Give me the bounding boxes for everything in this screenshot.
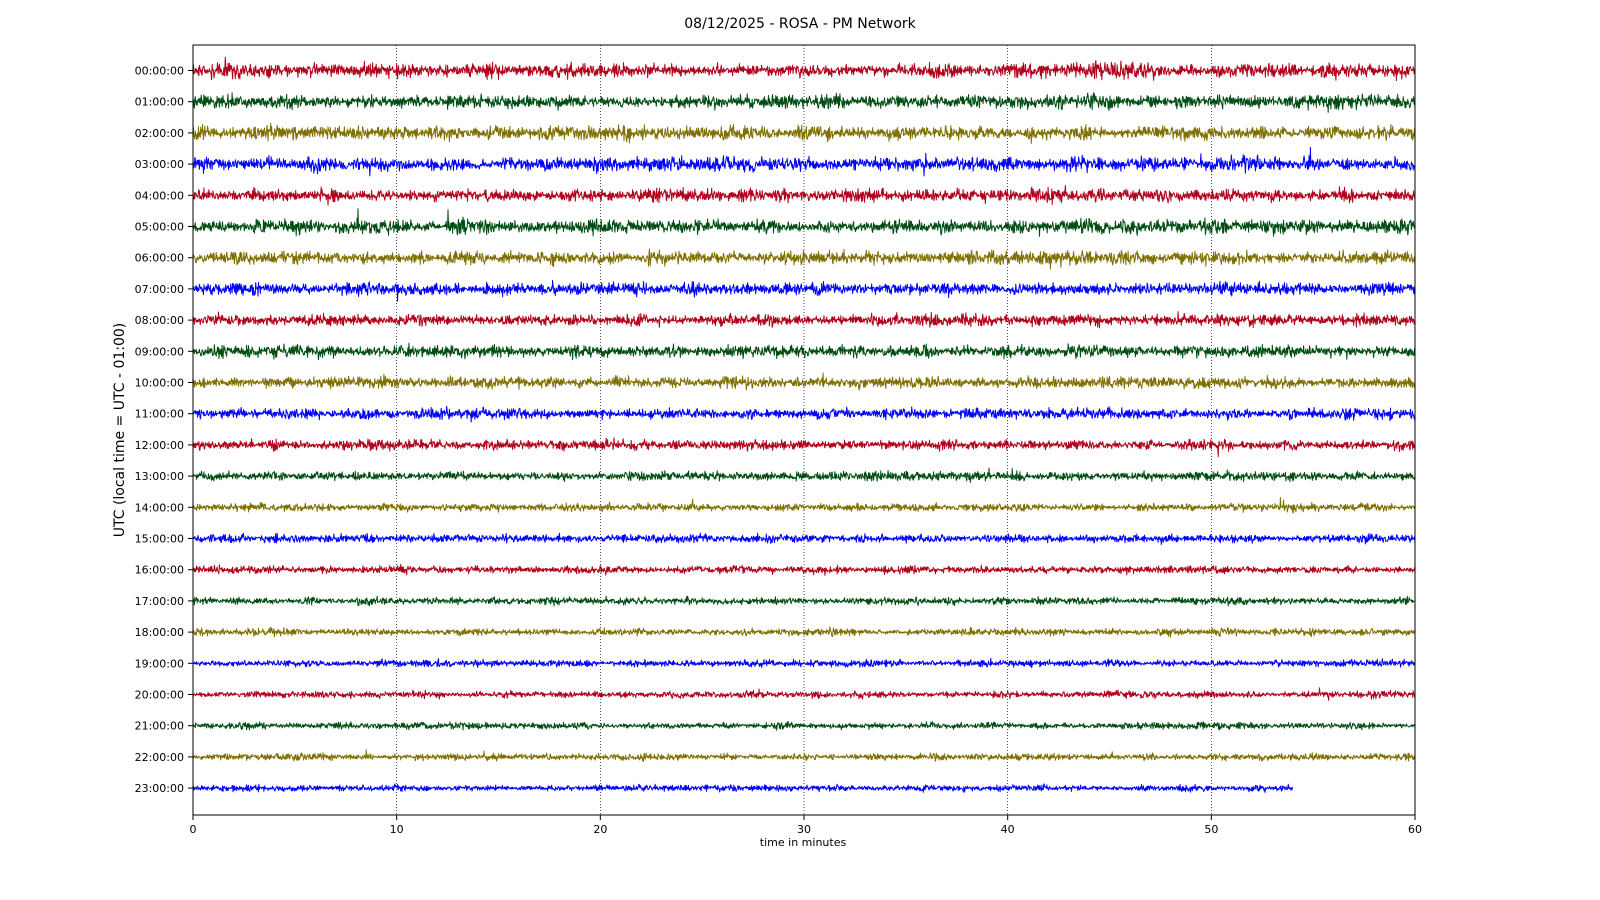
- row-label-050000: 05:00:00: [135, 221, 184, 234]
- seismic-traces: [192, 56, 1416, 793]
- row-label-090000: 09:00:00: [135, 345, 184, 358]
- chart-title: 08/12/2025 - ROSA - PM Network: [684, 16, 916, 32]
- x-tick-label: 0: [190, 823, 197, 836]
- row-labels: 00:00:00 01:00:00 02:00:00 03:00:00 04:00:00…: [135, 65, 193, 795]
- row-label-130000: 13:00:00: [135, 470, 184, 483]
- trace-030000: [192, 146, 1416, 177]
- trace-050000: [192, 208, 1416, 237]
- plot-frame: [192, 44, 1416, 816]
- row-label-120000: 12:00:00: [135, 439, 184, 452]
- row-label-210000: 21:00:00: [135, 720, 184, 733]
- row-label-010000: 01:00:00: [135, 96, 184, 109]
- trace-090000: [192, 342, 1416, 361]
- trace-180000: [192, 626, 1416, 638]
- trace-160000: [192, 563, 1416, 576]
- row-label-100000: 10:00:00: [135, 377, 184, 390]
- trace-190000: [192, 657, 1416, 669]
- row-label-020000: 02:00:00: [135, 127, 184, 140]
- trace-200000: [192, 687, 1416, 701]
- trace-040000: [193, 185, 1416, 206]
- trace-230000: [192, 783, 1294, 793]
- y-axis-label: UTC (local time = UTC - 01:00): [112, 323, 128, 538]
- row-label-140000: 14:00:00: [135, 501, 184, 514]
- trace-110000: [192, 405, 1416, 423]
- row-label-040000: 04:00:00: [135, 189, 184, 202]
- row-label-030000: 03:00:00: [135, 158, 184, 171]
- row-label-170000: 17:00:00: [135, 595, 184, 608]
- x-axis-ticks: 0 10 20 30 40 50 60: [190, 815, 1422, 836]
- x-tick-label: 30: [797, 823, 811, 836]
- row-label-180000: 18:00:00: [135, 626, 184, 639]
- trace-010000: [192, 92, 1416, 113]
- trace-130000: [192, 467, 1416, 483]
- trace-060000: [192, 248, 1416, 270]
- trace-000000: [192, 56, 1416, 82]
- row-label-000000: 00:00:00: [135, 65, 184, 78]
- row-label-200000: 20:00:00: [135, 689, 184, 702]
- grid-lines: [396, 45, 1212, 815]
- trace-100000: [192, 372, 1415, 391]
- trace-220000: [192, 749, 1416, 762]
- x-tick-label: 40: [1001, 823, 1015, 836]
- trace-170000: [192, 595, 1416, 607]
- trace-210000: [192, 720, 1416, 731]
- trace-080000: [192, 311, 1416, 329]
- x-tick-label: 20: [593, 823, 607, 836]
- row-label-160000: 16:00:00: [135, 564, 184, 577]
- row-label-230000: 23:00:00: [135, 782, 184, 795]
- trace-150000: [192, 532, 1416, 545]
- trace-070000: [192, 279, 1416, 302]
- row-label-150000: 15:00:00: [135, 533, 184, 546]
- x-tick-label: 50: [1204, 823, 1218, 836]
- row-label-060000: 06:00:00: [135, 252, 184, 265]
- x-axis-label: time in minutes: [760, 836, 847, 849]
- x-tick-label: 60: [1408, 823, 1422, 836]
- trace-140000: [193, 497, 1416, 514]
- trace-120000: [192, 437, 1416, 458]
- row-label-080000: 08:00:00: [135, 314, 184, 327]
- trace-020000: [192, 122, 1416, 144]
- row-label-220000: 22:00:00: [135, 751, 184, 764]
- row-label-190000: 19:00:00: [135, 657, 184, 670]
- x-tick-label: 10: [390, 823, 404, 836]
- row-label-110000: 11:00:00: [135, 408, 184, 421]
- row-label-070000: 07:00:00: [135, 283, 184, 296]
